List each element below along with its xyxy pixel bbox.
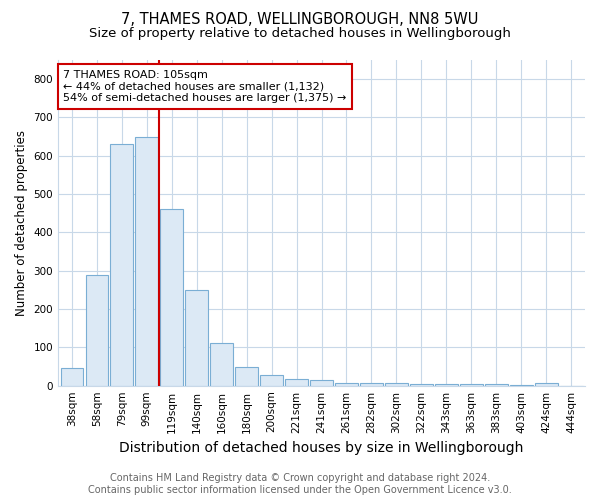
Bar [435, 384, 458, 386]
Bar [136, 136, 158, 386]
Bar [160, 210, 183, 386]
Bar [260, 376, 283, 386]
Bar [110, 144, 133, 386]
Bar [460, 384, 482, 386]
Bar [310, 380, 333, 386]
Bar [385, 383, 407, 386]
Text: Size of property relative to detached houses in Wellingborough: Size of property relative to detached ho… [89, 28, 511, 40]
Text: Contains HM Land Registry data © Crown copyright and database right 2024.
Contai: Contains HM Land Registry data © Crown c… [88, 474, 512, 495]
Bar [360, 384, 383, 386]
Bar [86, 274, 108, 386]
Bar [485, 384, 508, 386]
Bar [61, 368, 83, 386]
Bar [211, 343, 233, 386]
Bar [185, 290, 208, 386]
Bar [286, 379, 308, 386]
Y-axis label: Number of detached properties: Number of detached properties [15, 130, 28, 316]
X-axis label: Distribution of detached houses by size in Wellingborough: Distribution of detached houses by size … [119, 441, 524, 455]
Bar [410, 384, 433, 386]
Text: 7 THAMES ROAD: 105sqm
← 44% of detached houses are smaller (1,132)
54% of semi-d: 7 THAMES ROAD: 105sqm ← 44% of detached … [64, 70, 347, 103]
Text: 7, THAMES ROAD, WELLINGBOROUGH, NN8 5WU: 7, THAMES ROAD, WELLINGBOROUGH, NN8 5WU [121, 12, 479, 28]
Bar [235, 366, 258, 386]
Bar [535, 382, 557, 386]
Bar [335, 382, 358, 386]
